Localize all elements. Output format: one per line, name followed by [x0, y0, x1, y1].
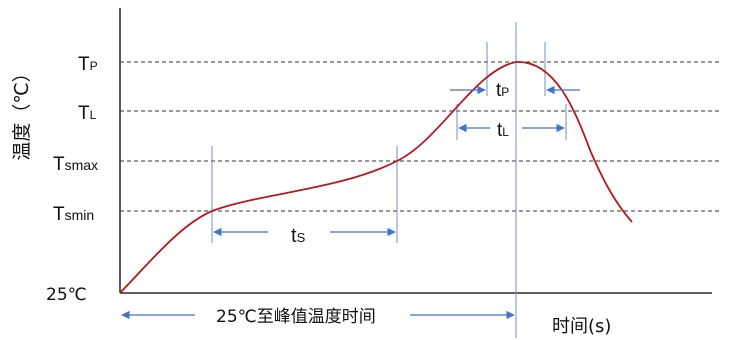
interval-label-tl: tL [497, 120, 509, 141]
level-label-25c: 25℃ [46, 285, 87, 305]
interval-label-25c-to-peak: 25℃至峰值温度时间 [216, 307, 376, 327]
interval-label-tp: tP [496, 80, 509, 101]
level-label-tl: TL [78, 103, 97, 124]
interval-label-ts: tS [291, 225, 306, 247]
y-axis-title: 温度（℃） [11, 63, 33, 160]
x-axis-title: 时间(s) [552, 316, 611, 337]
reflow-curve [119, 61, 633, 294]
level-label-tsmax: Tsmax [53, 154, 98, 175]
level-label-tp: TP [78, 54, 98, 75]
level-label-tsmin: Tsmin [53, 204, 94, 225]
